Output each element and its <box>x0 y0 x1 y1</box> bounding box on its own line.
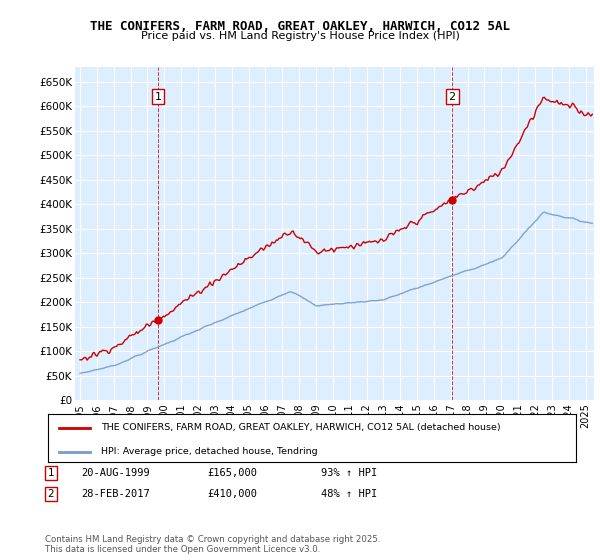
Text: 28-FEB-2017: 28-FEB-2017 <box>81 489 150 499</box>
Text: 20-AUG-1999: 20-AUG-1999 <box>81 468 150 478</box>
Text: 1: 1 <box>47 468 55 478</box>
Text: Price paid vs. HM Land Registry's House Price Index (HPI): Price paid vs. HM Land Registry's House … <box>140 31 460 41</box>
Text: 48% ↑ HPI: 48% ↑ HPI <box>321 489 377 499</box>
Text: THE CONIFERS, FARM ROAD, GREAT OAKLEY, HARWICH, CO12 5AL (detached house): THE CONIFERS, FARM ROAD, GREAT OAKLEY, H… <box>101 423 500 432</box>
Text: Contains HM Land Registry data © Crown copyright and database right 2025.
This d: Contains HM Land Registry data © Crown c… <box>45 535 380 554</box>
Text: 1: 1 <box>154 92 161 101</box>
Text: £410,000: £410,000 <box>207 489 257 499</box>
Text: 2: 2 <box>449 92 456 101</box>
Text: £165,000: £165,000 <box>207 468 257 478</box>
Text: HPI: Average price, detached house, Tendring: HPI: Average price, detached house, Tend… <box>101 447 317 456</box>
Text: THE CONIFERS, FARM ROAD, GREAT OAKLEY, HARWICH, CO12 5AL: THE CONIFERS, FARM ROAD, GREAT OAKLEY, H… <box>90 20 510 32</box>
Text: 2: 2 <box>47 489 55 499</box>
Text: 93% ↑ HPI: 93% ↑ HPI <box>321 468 377 478</box>
